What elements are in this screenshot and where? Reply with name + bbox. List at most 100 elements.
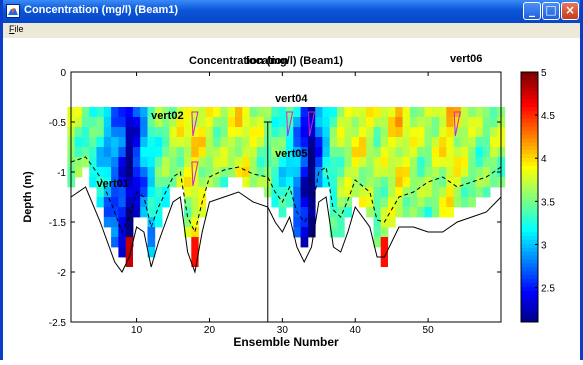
heatmap-cell — [453, 117, 462, 128]
heatmap-cell — [490, 127, 498, 138]
heatmap-cell — [125, 207, 134, 218]
heatmap-cell — [213, 107, 221, 118]
triangle-marker — [307, 111, 316, 137]
triangle-marker — [191, 111, 199, 137]
heatmap-cell — [446, 167, 454, 178]
heatmap-cell — [293, 177, 301, 188]
triangle-marker — [191, 161, 199, 187]
heatmap-cell — [446, 117, 454, 128]
heatmap-cell — [351, 147, 360, 158]
heatmap-cell — [147, 147, 156, 158]
vertical-label-vert04: vert04 — [275, 93, 308, 105]
heatmap-cell — [388, 117, 396, 128]
heatmap-cell — [256, 117, 265, 128]
heatmap-cell — [373, 197, 382, 208]
heatmap-cell — [176, 117, 185, 128]
heatmap-cell — [198, 117, 207, 128]
heatmap-cell — [300, 187, 309, 198]
menu-file-mnemonic: F — [9, 24, 15, 34]
heatmap-cell — [191, 207, 199, 218]
heatmap-cell — [358, 137, 367, 148]
heatmap-cell — [256, 127, 265, 138]
heatmap-cell — [373, 127, 382, 138]
heatmap-cell — [191, 147, 199, 158]
heatmap-cell — [198, 157, 207, 168]
heatmap-cell — [409, 147, 418, 158]
heatmap-cell — [439, 147, 447, 158]
maximize-button[interactable]: □ — [542, 2, 560, 20]
heatmap-cell — [358, 127, 367, 138]
heatmap-cell — [147, 187, 156, 198]
heatmap-cell — [490, 107, 498, 118]
colorbar-segment — [521, 91, 538, 96]
heatmap-cell — [322, 177, 331, 188]
title-bar[interactable]: Concentration (mg/l) (Beam1) _ □ × — [3, 0, 580, 23]
heatmap-cell — [169, 147, 178, 158]
heatmap-cell — [147, 227, 156, 238]
menu-file[interactable]: File — [9, 24, 24, 34]
heatmap-cell — [373, 227, 382, 238]
heatmap-cell — [162, 127, 170, 138]
heatmap-cell — [242, 127, 250, 138]
heatmap-cell — [118, 157, 127, 168]
colorbar-segment — [521, 243, 538, 249]
heatmap-cell — [402, 117, 411, 128]
heatmap-cell — [184, 137, 192, 148]
heatmap-cell — [460, 187, 469, 198]
heatmap-cell — [96, 117, 105, 128]
heatmap-cell — [409, 167, 418, 178]
heatmap-cell — [191, 187, 199, 198]
heatmap-cell — [103, 217, 112, 228]
colorbar-segment — [521, 220, 538, 225]
plot-axes: 10 20 30 40 50 0 -0.5 -1 -1.5 -2 -2.5 — [49, 68, 502, 336]
heatmap-cell — [220, 127, 229, 138]
heatmap-cell — [154, 217, 163, 228]
heatmap-cell — [366, 127, 374, 138]
heatmap-cell — [329, 107, 338, 118]
triangle-marker — [286, 111, 294, 137]
colorbar-segment — [521, 157, 538, 163]
heatmap-cell — [286, 187, 294, 198]
heatmap-cell — [278, 167, 287, 178]
heatmap-cell — [307, 137, 316, 148]
x-tick-label: 20 — [204, 325, 216, 336]
heatmap-cell — [169, 117, 178, 128]
colorbar-segment — [521, 114, 538, 120]
heatmap-cell — [169, 137, 178, 148]
heatmap-cell — [380, 167, 389, 178]
colorbar-tick-label: 3.5 — [541, 197, 555, 208]
heatmap-cell — [344, 107, 352, 118]
colorbar-segment — [521, 263, 538, 268]
heatmap-cell — [482, 137, 491, 148]
heatmap-cell — [300, 127, 309, 138]
heatmap-cell — [286, 147, 294, 158]
bottom-depth-line — [70, 186, 502, 274]
colorbar-segment — [521, 83, 538, 89]
colorbar-segment — [521, 87, 538, 93]
heatmap-cell — [395, 137, 403, 148]
y-tick-label: -0.5 — [49, 118, 67, 129]
colorbar-segment — [521, 173, 538, 178]
heatmap-cell — [460, 147, 469, 158]
heatmap-cell — [271, 197, 280, 208]
colorbar-segment — [521, 150, 538, 155]
colorbar-segment — [521, 142, 538, 147]
heatmap-cell — [96, 127, 105, 138]
heatmap-cell — [475, 187, 484, 198]
heatmap-cell — [395, 187, 403, 198]
heatmap-cell — [184, 227, 192, 238]
heatmap-cell — [366, 207, 374, 218]
heatmap-cell — [125, 157, 134, 168]
heatmap-cell — [453, 187, 462, 198]
heatmap-cell — [249, 167, 258, 178]
close-button[interactable]: × — [561, 2, 579, 20]
colorbar-tick-label: 2.5 — [541, 284, 555, 295]
colorbar-segment — [521, 177, 538, 182]
minimize-button[interactable]: _ — [523, 2, 541, 20]
heatmap-cell — [271, 177, 280, 188]
colorbar-segment — [521, 181, 538, 186]
heatmap-cell — [220, 147, 229, 158]
colorbar-segment — [521, 275, 538, 280]
colorbar-tick-label: 3 — [541, 240, 547, 251]
heatmap-cell — [242, 147, 250, 158]
